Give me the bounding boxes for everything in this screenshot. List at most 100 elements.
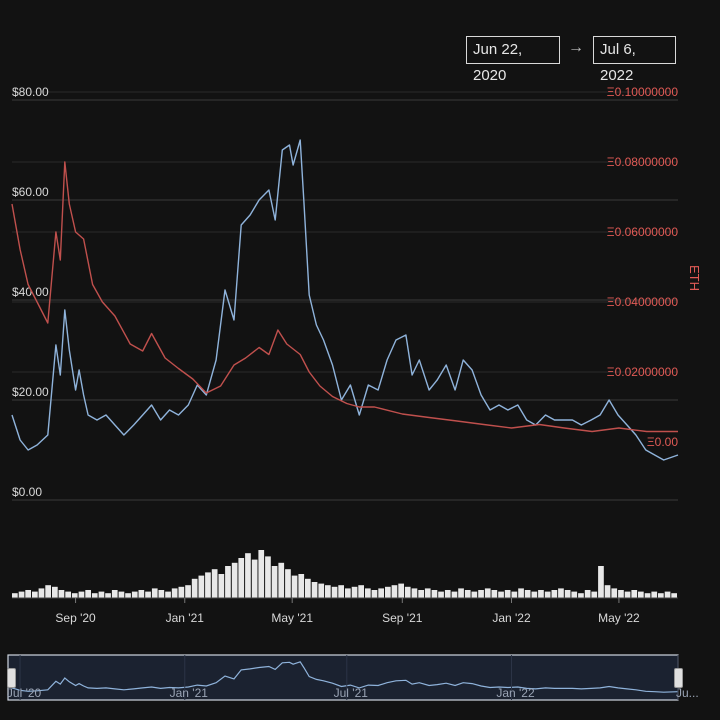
volume-bar <box>504 590 511 598</box>
volume-bar <box>151 588 158 598</box>
navigator-tick-label: Ju... <box>676 686 699 700</box>
volume-bar <box>38 588 45 598</box>
volume-bar <box>598 566 604 598</box>
volume-bar <box>131 591 138 598</box>
left-tick-label: $0.00 <box>12 485 42 499</box>
volume-bar <box>325 585 331 598</box>
left-tick-label: $60.00 <box>12 185 49 199</box>
volume-bar <box>471 591 478 598</box>
volume-bar <box>591 591 598 598</box>
volume-bar <box>191 578 198 598</box>
x-tick-label: Sep '20 <box>55 611 96 625</box>
volume-bar <box>631 590 638 598</box>
volume-bar <box>658 593 664 598</box>
volume-bar <box>218 574 225 598</box>
volume-bar <box>185 585 191 598</box>
eth-price-line <box>11 161 678 433</box>
volume-bar <box>311 582 318 598</box>
volume-bar <box>225 566 231 598</box>
volume-bar <box>91 593 98 598</box>
volume-bar <box>624 591 631 598</box>
volume-bar <box>71 593 78 598</box>
date-from-input[interactable]: Jun 22, 2020 <box>466 36 560 84</box>
volume-bar <box>491 590 498 598</box>
volume-bar <box>165 591 171 598</box>
volume-bar <box>524 590 531 598</box>
right-tick-label: Ξ0.06000000 <box>607 225 679 239</box>
volume-bar <box>211 569 218 598</box>
volume-bar <box>145 591 151 598</box>
left-tick-label: $20.00 <box>12 385 49 399</box>
volume-bar <box>178 586 185 598</box>
volume-bar <box>18 591 25 598</box>
volume-bar <box>52 586 58 598</box>
volume-bar <box>78 591 85 598</box>
volume-bar <box>285 569 291 598</box>
volume-bar <box>12 593 18 598</box>
volume-bar <box>604 585 611 598</box>
volume-bar <box>511 591 518 598</box>
volume-bar <box>45 585 51 598</box>
navigator-right-handle[interactable] <box>674 668 683 688</box>
volume-bar <box>411 588 418 598</box>
volume-bar <box>251 559 258 598</box>
volume-bar <box>385 586 391 598</box>
volume-bar <box>265 556 271 598</box>
navigator-tick-label: Jan '21 <box>170 686 209 700</box>
volume-bar <box>111 590 118 598</box>
left-tick-label: $40.00 <box>12 285 49 299</box>
x-tick-label: Sep '21 <box>382 611 423 625</box>
volume-bar <box>438 591 444 598</box>
volume-bar <box>484 588 491 598</box>
volume-bar <box>271 566 278 598</box>
right-tick-label: Ξ0.00 <box>647 435 678 449</box>
volume-bar <box>418 590 424 598</box>
volume-bar <box>158 590 165 598</box>
eth-axis-label: ETH <box>687 265 702 291</box>
volume-bar <box>671 593 677 598</box>
volume-bar <box>291 575 298 598</box>
volume-bar <box>444 590 451 598</box>
volume-bar <box>611 588 618 598</box>
volume-bar <box>98 591 105 598</box>
volume-bar <box>564 590 571 598</box>
date-to-input[interactable]: Jul 6, 2022 <box>593 36 676 84</box>
volume-bar <box>58 590 65 598</box>
volume-bar <box>105 593 111 598</box>
volume-bar <box>125 593 131 598</box>
volume-bar <box>584 590 591 598</box>
volume-bar <box>398 583 404 598</box>
right-tick-label: Ξ0.02000000 <box>607 365 679 379</box>
volume-bar <box>231 562 238 598</box>
x-tick-label: May '22 <box>598 611 640 625</box>
navigator-left-handle[interactable] <box>7 668 16 688</box>
volume-bar <box>451 591 458 598</box>
volume-bar <box>331 586 338 598</box>
navigator-tick-label: Jul '21 <box>334 686 369 700</box>
usd-price-line <box>11 139 679 461</box>
volume-bar <box>464 590 471 598</box>
volume-bar <box>85 590 91 598</box>
volume-bar <box>32 591 38 598</box>
navigator-line <box>11 661 679 693</box>
volume-bar <box>351 586 358 598</box>
volume-bar <box>378 588 384 598</box>
navigator-tick-label: Jan '22 <box>496 686 535 700</box>
navigator-tick-label: Jul '20 <box>7 686 42 700</box>
volume-bar <box>578 593 584 598</box>
volume-bar <box>498 591 504 598</box>
volume-bar <box>651 591 658 598</box>
volume-bar <box>205 572 211 598</box>
volume-bar <box>338 585 344 598</box>
left-tick-label: $80.00 <box>12 85 49 99</box>
navigator-window <box>7 654 679 701</box>
volume-bar <box>518 588 524 598</box>
volume-bar <box>365 588 371 598</box>
volume-bar <box>644 593 651 598</box>
right-tick-label: Ξ0.08000000 <box>607 155 679 169</box>
right-tick-label: Ξ0.10000000 <box>607 85 679 99</box>
volume-bar <box>298 574 305 598</box>
x-tick-label: May '21 <box>271 611 313 625</box>
volume-bar <box>138 590 145 598</box>
volume-bar <box>544 591 551 598</box>
